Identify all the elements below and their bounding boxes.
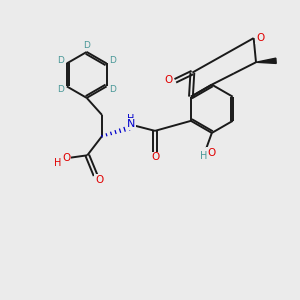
Text: N: N xyxy=(127,119,135,129)
Text: D: D xyxy=(58,56,64,65)
Text: O: O xyxy=(151,152,159,162)
Polygon shape xyxy=(256,58,276,63)
Text: O: O xyxy=(256,33,264,43)
Text: D: D xyxy=(109,56,116,65)
Text: D: D xyxy=(109,85,116,94)
Text: O: O xyxy=(95,175,103,185)
Text: D: D xyxy=(58,85,64,94)
Text: D: D xyxy=(83,41,90,50)
Text: O: O xyxy=(165,75,173,85)
Text: O: O xyxy=(62,153,70,163)
Text: H: H xyxy=(200,152,207,161)
Text: O: O xyxy=(207,148,215,158)
Text: H: H xyxy=(128,114,135,124)
Text: H: H xyxy=(54,158,61,168)
